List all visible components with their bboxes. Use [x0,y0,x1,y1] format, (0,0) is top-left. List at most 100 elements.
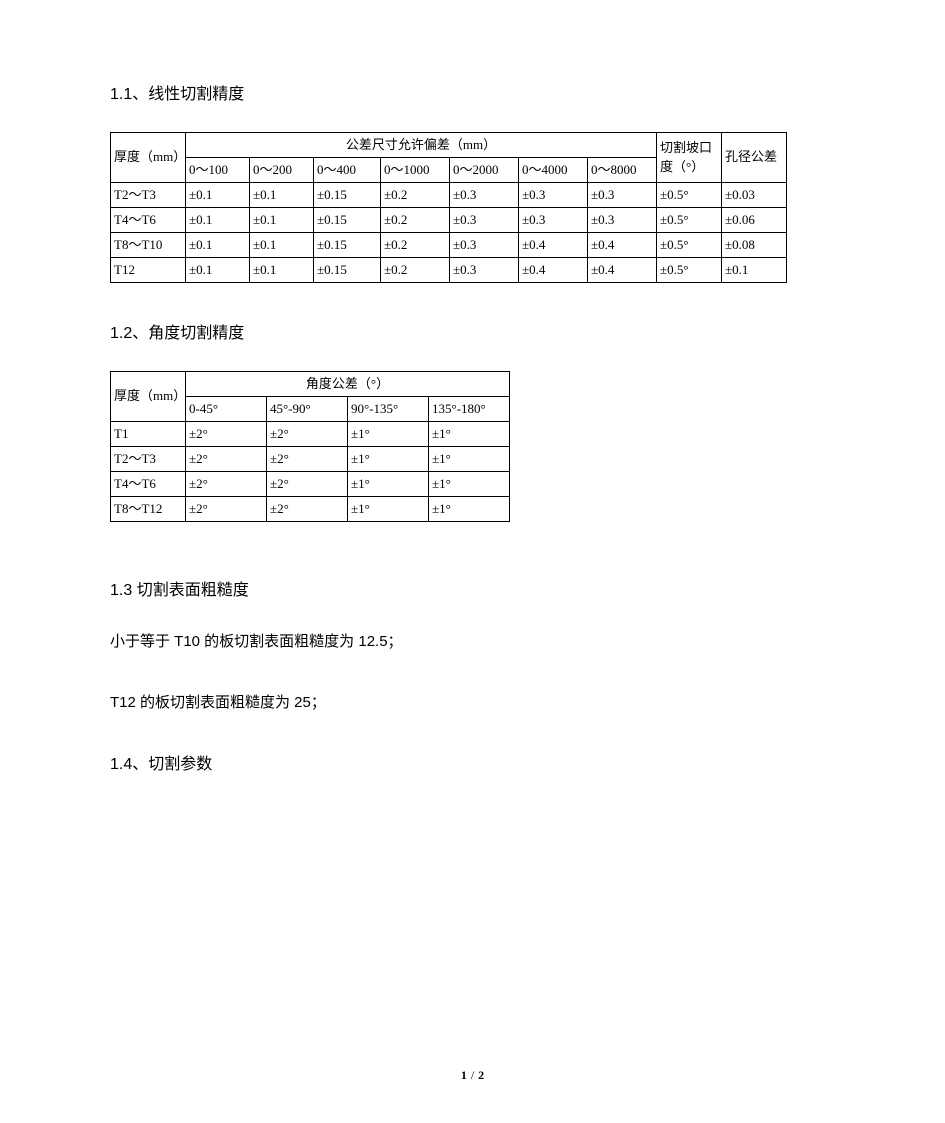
cell: ±0.1 [250,208,314,233]
th-range: 45°-90° [267,397,348,422]
cell: ±0.3 [519,208,588,233]
cell: ±0.1 [250,183,314,208]
cell: ±1° [429,422,510,447]
cell: ±1° [348,472,429,497]
heading-1-3: 1.3 切割表面粗糙度 [110,576,835,600]
cell-bevel: ±0.5° [657,208,722,233]
cell-hole: ±0.08 [722,233,787,258]
cell: ±1° [348,422,429,447]
cell: ±0.4 [519,258,588,283]
cell-thickness: T2～T3 [111,183,186,208]
cell: ±0.1 [250,258,314,283]
table-row: T4～T6 ±2° ±2° ±1° ±1° [111,472,510,497]
cell: ±0.1 [186,208,250,233]
cell: ±1° [348,497,429,522]
cell: ±0.4 [588,258,657,283]
table-row: 厚度（mm） 公差尺寸允许偏差（mm） 切割坡口度（°） 孔径公差 [111,133,787,158]
cell: ±0.15 [314,208,381,233]
th-range: 0～400 [314,158,381,183]
th-range: 0～8000 [588,158,657,183]
cell-thickness: T12 [111,258,186,283]
heading-1-2: 1.2、角度切割精度 [110,319,835,343]
cell: ±0.2 [381,208,450,233]
th-bevel: 切割坡口度（°） [657,133,722,183]
cell: ±2° [267,422,348,447]
table-linear-precision: 厚度（mm） 公差尺寸允许偏差（mm） 切割坡口度（°） 孔径公差 0～100 … [110,132,787,283]
table-row: T1 ±2° ±2° ±1° ±1° [111,422,510,447]
cell: ±0.3 [450,208,519,233]
cell: ±2° [267,447,348,472]
cell: ±0.15 [314,258,381,283]
cell: ±1° [348,447,429,472]
cell: ±2° [267,472,348,497]
th-range: 0～200 [250,158,314,183]
cell-bevel: ±0.5° [657,183,722,208]
cell: ±2° [186,447,267,472]
heading-1-4: 1.4、切割参数 [110,750,835,774]
cell: ±0.4 [588,233,657,258]
th-range: 0～4000 [519,158,588,183]
paragraph-roughness-1: 小于等于 T10 的板切割表面粗糙度为 12.5； [110,628,835,655]
cell-bevel: ±0.5° [657,233,722,258]
cell: ±0.3 [450,183,519,208]
cell: ±0.1 [250,233,314,258]
th-range: 0～100 [186,158,250,183]
cell: ±2° [186,472,267,497]
th-range: 90°-135° [348,397,429,422]
cell: ±0.2 [381,183,450,208]
cell: ±0.1 [186,258,250,283]
page-separator: / [471,1068,474,1082]
paragraph-roughness-2: T12 的板切割表面粗糙度为 25； [110,689,835,716]
cell: ±2° [186,497,267,522]
cell-hole: ±0.1 [722,258,787,283]
cell: ±1° [429,497,510,522]
table-angle-precision: 厚度（mm） 角度公差（°） 0-45° 45°-90° 90°-135° 13… [110,371,510,522]
table-row: T8～T10 ±0.1 ±0.1 ±0.15 ±0.2 ±0.3 ±0.4 ±0… [111,233,787,258]
cell: ±2° [267,497,348,522]
cell: ±2° [186,422,267,447]
cell: ±0.3 [588,183,657,208]
cell-thickness: T1 [111,422,186,447]
page-container: 1.1、线性切割精度 厚度（mm） 公差尺寸允许偏差（mm） 切割坡口度（°） … [0,0,945,1123]
cell-thickness: T2～T3 [111,447,186,472]
th-range: 0～1000 [381,158,450,183]
th-thickness: 厚度（mm） [111,372,186,422]
cell-bevel: ±0.5° [657,258,722,283]
cell: ±0.3 [450,233,519,258]
cell: ±0.1 [186,183,250,208]
cell: ±0.1 [186,233,250,258]
cell-hole: ±0.06 [722,208,787,233]
cell-thickness: T4～T6 [111,472,186,497]
th-range: 0-45° [186,397,267,422]
cell: ±0.2 [381,258,450,283]
cell: ±0.15 [314,183,381,208]
cell: ±0.4 [519,233,588,258]
table-row: T2～T3 ±0.1 ±0.1 ±0.15 ±0.2 ±0.3 ±0.3 ±0.… [111,183,787,208]
table-row: T4～T6 ±0.1 ±0.1 ±0.15 ±0.2 ±0.3 ±0.3 ±0.… [111,208,787,233]
heading-1-1: 1.1、线性切割精度 [110,80,835,104]
cell-thickness: T8～T10 [111,233,186,258]
cell: ±1° [429,447,510,472]
page-current: 1 [461,1068,467,1082]
cell-hole: ±0.03 [722,183,787,208]
cell-thickness: T8～T12 [111,497,186,522]
th-thickness: 厚度（mm） [111,133,186,183]
cell: ±0.3 [519,183,588,208]
page-total: 2 [478,1068,484,1082]
table-row: 厚度（mm） 角度公差（°） [111,372,510,397]
page-number: 1 / 2 [0,1068,945,1083]
cell: ±1° [429,472,510,497]
cell-thickness: T4～T6 [111,208,186,233]
cell: ±0.3 [450,258,519,283]
cell: ±0.15 [314,233,381,258]
table-row: T8～T12 ±2° ±2° ±1° ±1° [111,497,510,522]
th-range: 135°-180° [429,397,510,422]
th-hole: 孔径公差 [722,133,787,183]
th-range: 0～2000 [450,158,519,183]
th-angle-group: 角度公差（°） [186,372,510,397]
cell: ±0.3 [588,208,657,233]
table-row: T12 ±0.1 ±0.1 ±0.15 ±0.2 ±0.3 ±0.4 ±0.4 … [111,258,787,283]
table-row: T2～T3 ±2° ±2° ±1° ±1° [111,447,510,472]
cell: ±0.2 [381,233,450,258]
th-tolerance-group: 公差尺寸允许偏差（mm） [186,133,657,158]
